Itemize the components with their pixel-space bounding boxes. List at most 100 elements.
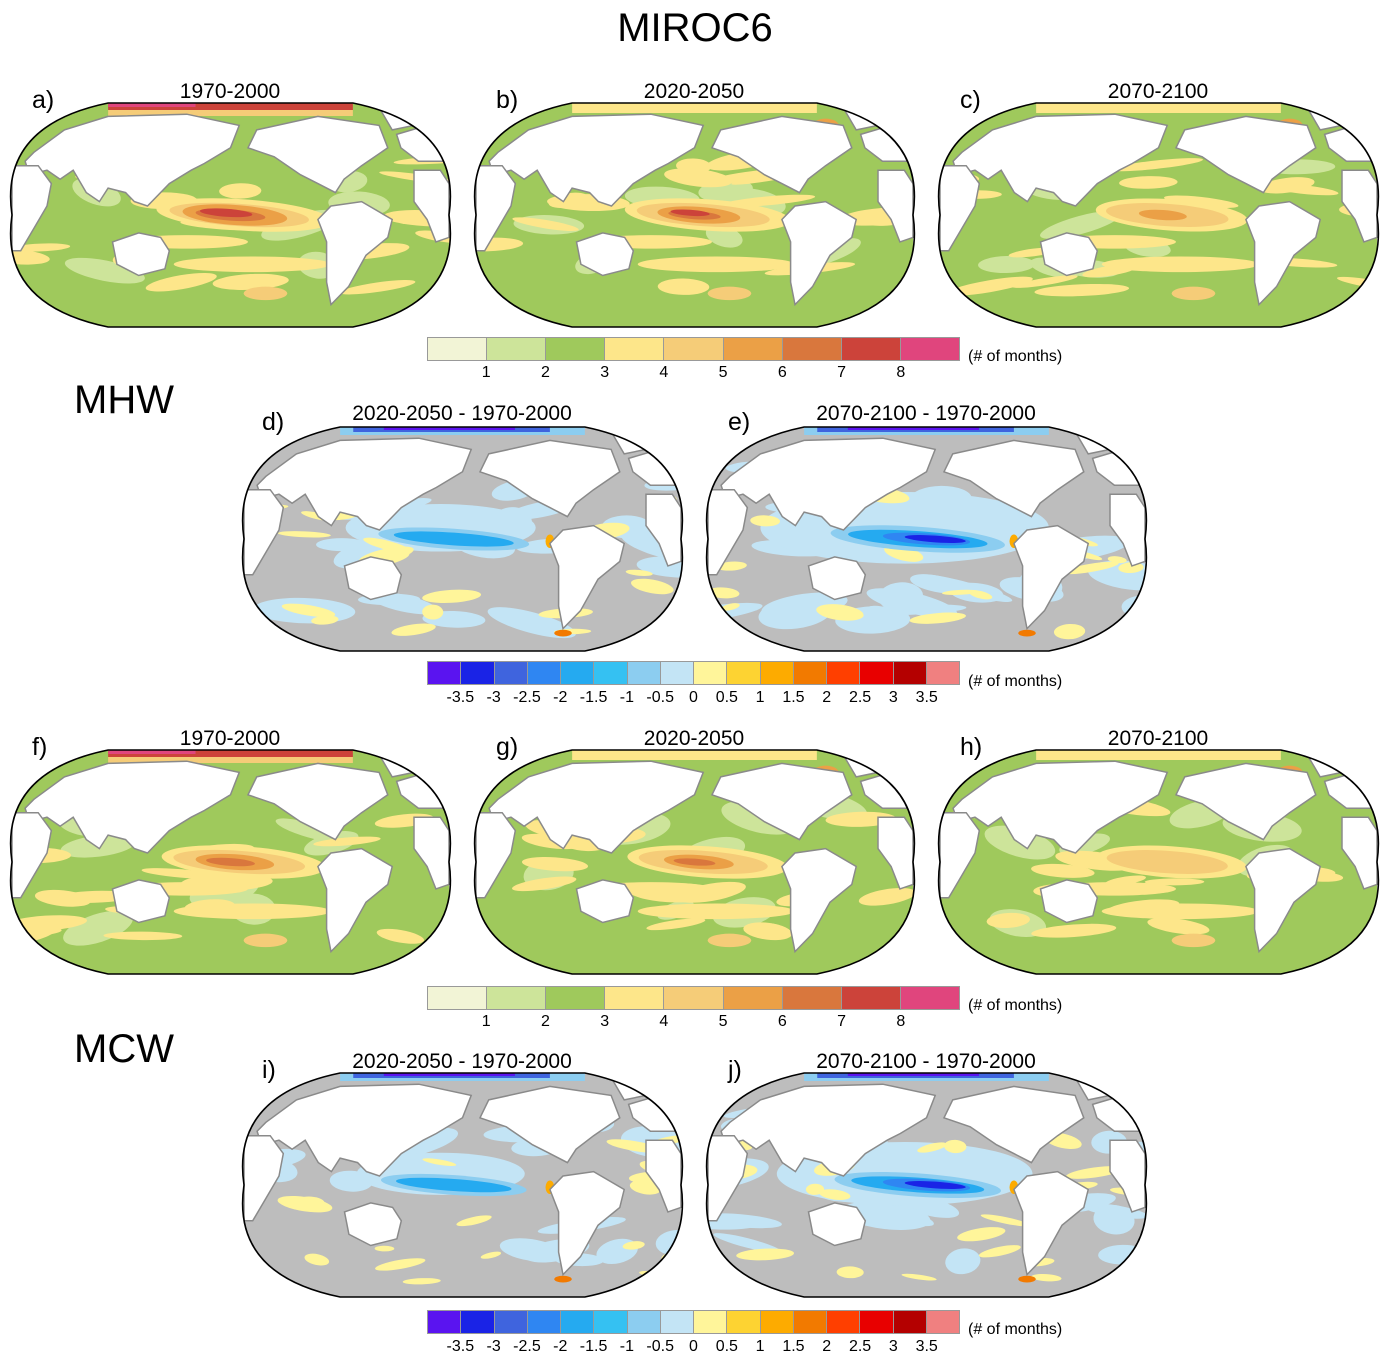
contour-region: [1031, 1273, 1062, 1282]
colorbar-swatch: [926, 662, 959, 684]
panel-i-letter: i): [262, 1056, 276, 1084]
contour-region: [206, 857, 255, 867]
contour-region: [904, 535, 966, 543]
contour-region: [277, 531, 331, 538]
colorbar-tick-label: 0.5: [715, 689, 738, 706]
map-outline: [937, 749, 1380, 975]
land-mass: [549, 524, 626, 631]
land-mass: [1109, 493, 1146, 567]
contour-region: [673, 858, 716, 866]
panel-f-title: 1970-2000: [179, 727, 281, 750]
contour-region: [805, 1183, 825, 1195]
land-mass: [707, 488, 749, 576]
contour-region: [1093, 1204, 1135, 1235]
land-mass: [807, 1202, 867, 1247]
colorbar-difference-mhw: [427, 661, 960, 685]
land-mass: [939, 164, 981, 252]
colorbar-swatch: [627, 1311, 661, 1333]
land-mass: [1109, 1139, 1146, 1213]
contour-region: [10, 248, 50, 265]
contour-region: [521, 856, 589, 872]
land-mass: [256, 1083, 473, 1177]
colorbar-swatch: [723, 987, 783, 1009]
colorbar-unit-label: (# of months): [968, 997, 1063, 1014]
contour-region: [707, 933, 752, 948]
map-panel-g: [473, 749, 916, 975]
contour-region: [1034, 283, 1130, 297]
panel-b-title: 2020-2050: [643, 80, 745, 103]
contour-region: [980, 1214, 1031, 1227]
land-mass: [942, 439, 1085, 518]
panel-j-title: 2070-2100 - 1970-2000: [816, 1050, 1036, 1073]
colorbar-tick-label: 1.5: [782, 689, 805, 706]
colorbar-tick-label: 1: [481, 364, 491, 381]
contour-region: [1066, 1166, 1123, 1179]
land-mass: [1039, 232, 1099, 277]
contour-region: [141, 868, 222, 879]
land-mass: [343, 1202, 403, 1247]
colorbar-tick-label: 1: [755, 1338, 765, 1355]
colorbar-swatch: [660, 662, 694, 684]
map-outline: [473, 749, 916, 975]
arctic-region: [108, 103, 196, 107]
land-mass: [1245, 200, 1322, 307]
colorbar-swatch: [664, 987, 724, 1009]
contour-region: [859, 605, 898, 632]
contour-region: [281, 603, 336, 618]
colorbar-swatch: [793, 1311, 827, 1333]
colorbar-swatch: [900, 987, 959, 1009]
colorbar-swatch: [860, 662, 894, 684]
land-mass: [11, 164, 53, 252]
arctic-region: [108, 110, 353, 116]
colorbar-swatch: [605, 987, 665, 1009]
map-panel-j: [705, 1072, 1148, 1298]
contour-region: [456, 1215, 492, 1227]
colorbar-tick-label: 2: [822, 689, 832, 706]
colorbar-tick-label: -3.5: [446, 1338, 475, 1355]
panel-g-letter: g): [496, 733, 519, 761]
colorbar-tick-label: -3: [486, 1338, 501, 1355]
land-mass: [707, 1134, 749, 1222]
land-mass: [575, 232, 635, 277]
contour-region: [554, 629, 572, 637]
contour-region: [625, 569, 653, 576]
contour-region: [173, 903, 332, 920]
land-mass: [317, 200, 394, 307]
land-mass: [952, 760, 1169, 854]
contour-region: [1138, 209, 1187, 221]
section-label-mcw: MCW: [74, 1027, 174, 1071]
colorbar-swatch: [664, 338, 724, 360]
colorbar-tick-label: 8: [896, 364, 906, 381]
contour-region: [946, 276, 1033, 296]
colorbar-tick-label: 4: [659, 364, 669, 381]
land-mass: [475, 164, 517, 252]
contour-region: [243, 933, 288, 948]
contour-region: [145, 272, 217, 292]
colorbar-swatch: [841, 987, 901, 1009]
contour-region: [173, 256, 332, 273]
map-outline: [705, 1072, 1148, 1298]
map-panel-h: [937, 749, 1380, 975]
contour-region: [1107, 556, 1127, 564]
figure-title: MIROC6: [617, 6, 773, 50]
panel-c-letter: c): [960, 86, 981, 114]
contour-region: [743, 922, 793, 941]
contour-region: [512, 876, 577, 892]
arctic-region: [847, 1073, 979, 1076]
arctic-region: [572, 750, 817, 760]
contour-region: [512, 217, 579, 232]
map-outline: [241, 426, 684, 652]
colorbar-swatch: [660, 1311, 694, 1333]
colorbar-swatch: [926, 1311, 959, 1333]
colorbar-tick-label: 7: [837, 364, 846, 381]
contour-region: [1109, 158, 1203, 172]
contour-region: [957, 1227, 1006, 1242]
land-mass: [710, 115, 853, 194]
contour-region: [422, 1158, 457, 1167]
colorbar-tick-label: 0: [689, 1338, 698, 1355]
colorbar-swatch: [428, 338, 488, 360]
map-panel-i: [241, 1072, 684, 1298]
colorbar-swatch: [428, 987, 488, 1009]
contour-region: [63, 910, 133, 946]
colorbar-swatch: [694, 1311, 728, 1333]
